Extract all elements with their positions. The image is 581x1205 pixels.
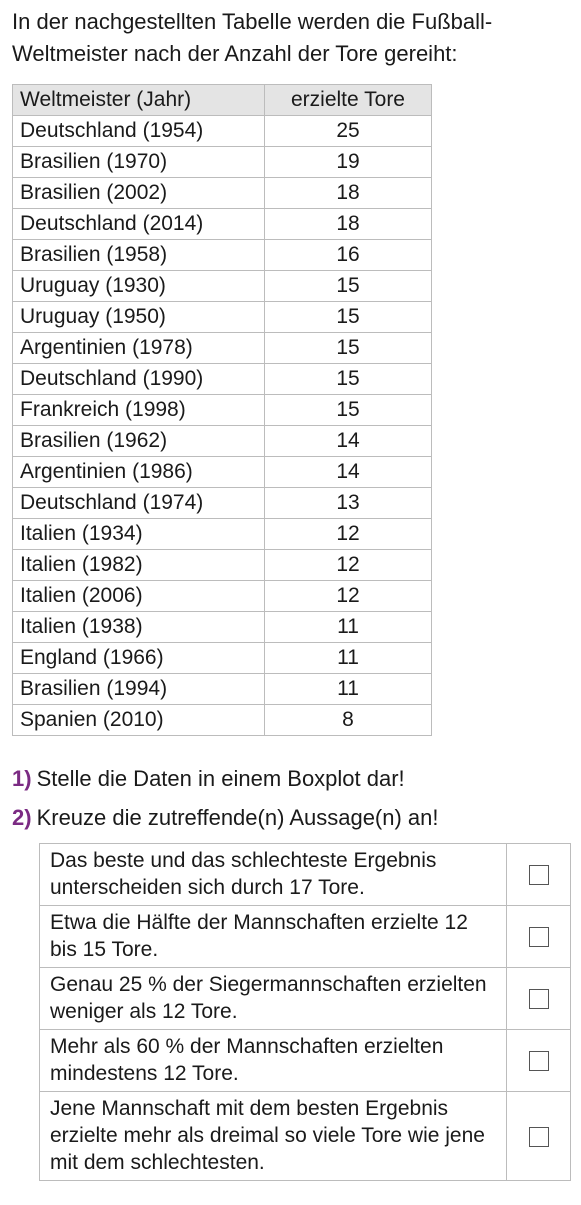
goals-cell: 18 — [264, 177, 432, 209]
team-cell: Argentinien (1978) — [12, 332, 265, 364]
statement-row: Etwa die Hälfte der Mannschaften erzielt… — [39, 905, 571, 968]
table-row: Spanien (2010) 8 — [12, 704, 432, 736]
goals-cell: 12 — [264, 518, 432, 550]
table-row: Deutschland (1954) 25 — [12, 115, 432, 147]
goals-cell: 18 — [264, 208, 432, 240]
goals-cell: 15 — [264, 301, 432, 333]
checkbox-cell — [506, 967, 571, 1030]
intro-text: In der nachgestellten Tabelle werden die… — [12, 9, 493, 66]
statement-text: Das beste und das schlechteste Ergebnis … — [39, 843, 507, 906]
table-row: Brasilien (1962) 14 — [12, 425, 432, 457]
checkbox-cell — [506, 1091, 571, 1181]
statement-text: Mehr als 60 % der Mannschaften erzielten… — [39, 1029, 507, 1092]
statement-text: Jene Mannschaft mit dem besten Ergebnis … — [39, 1091, 507, 1181]
goals-cell: 25 — [264, 115, 432, 147]
team-cell: Uruguay (1930) — [12, 270, 265, 302]
table-row: Italien (1934) 12 — [12, 518, 432, 550]
statement-row: Jene Mannschaft mit dem besten Ergebnis … — [39, 1091, 571, 1181]
task-text: Stelle die Daten in einem Boxplot dar! — [36, 766, 405, 791]
table-row: Uruguay (1930) 15 — [12, 270, 432, 302]
statement-row: Genau 25 % der Siegermannschaften erziel… — [39, 967, 571, 1030]
team-cell: Brasilien (1994) — [12, 673, 265, 705]
team-cell: Uruguay (1950) — [12, 301, 265, 333]
statement-checkbox[interactable] — [528, 1126, 549, 1147]
goals-cell: 13 — [264, 487, 432, 519]
goals-cell: 12 — [264, 580, 432, 612]
team-cell: Italien (1982) — [12, 549, 265, 581]
table-header-row: Weltmeister (Jahr) erzielte Tore — [12, 84, 432, 116]
goals-cell: 11 — [264, 642, 432, 674]
table-row: Brasilien (1970) 19 — [12, 146, 432, 178]
team-cell: England (1966) — [12, 642, 265, 674]
goals-cell: 8 — [264, 704, 432, 736]
goals-cell: 11 — [264, 611, 432, 643]
statement-checkbox[interactable] — [528, 865, 549, 886]
task-1: 1) Stelle die Daten in einem Boxplot dar! — [12, 764, 405, 794]
table-row: Argentinien (1986) 14 — [12, 456, 432, 488]
statement-checkbox[interactable] — [528, 989, 549, 1010]
statement-row: Das beste und das schlechteste Ergebnis … — [39, 843, 571, 906]
statements-body: Das beste und das schlechteste Ergebnis … — [39, 843, 571, 1181]
goals-cell: 14 — [264, 456, 432, 488]
team-cell: Frankreich (1998) — [12, 394, 265, 426]
statement-text: Genau 25 % der Siegermannschaften erziel… — [39, 967, 507, 1030]
goals-cell: 11 — [264, 673, 432, 705]
task-number: 1) — [12, 766, 32, 791]
team-cell: Italien (1938) — [12, 611, 265, 643]
goals-cell: 16 — [264, 239, 432, 271]
team-cell: Brasilien (2002) — [12, 177, 265, 209]
checkbox-cell — [506, 843, 571, 906]
table-row: Brasilien (1958) 16 — [12, 239, 432, 271]
table-row: Deutschland (1990) 15 — [12, 363, 432, 395]
goals-cell: 14 — [264, 425, 432, 457]
table-row: Italien (1938) 11 — [12, 611, 432, 643]
table-row: Brasilien (2002) 18 — [12, 177, 432, 209]
table-row: Uruguay (1950) 15 — [12, 301, 432, 333]
task-text: Kreuze die zutreffende(n) Aussage(n) an! — [36, 805, 439, 830]
column-header-team: Weltmeister (Jahr) — [12, 84, 265, 116]
team-cell: Italien (1934) — [12, 518, 265, 550]
goals-cell: 15 — [264, 394, 432, 426]
column-header-goals: erzielte Tore — [264, 84, 432, 116]
statements-table: Das beste und das schlechteste Ergebnis … — [39, 843, 571, 1181]
goals-cell: 12 — [264, 549, 432, 581]
table-body: Deutschland (1954) 25 Brasilien (1970) 19 Br… — [12, 115, 432, 736]
statement-checkbox[interactable] — [528, 1051, 549, 1072]
table-row: Frankreich (1998) 15 — [12, 394, 432, 426]
goals-cell: 15 — [264, 363, 432, 395]
table-row: Italien (2006) 12 — [12, 580, 432, 612]
world-champions-table: Weltmeister (Jahr) erzielte Tore Deutsch… — [12, 84, 432, 736]
task-number: 2) — [12, 805, 32, 830]
table-row: Deutschland (2014) 18 — [12, 208, 432, 240]
table-row: Brasilien (1994) 11 — [12, 673, 432, 705]
table-row: Deutschland (1974) 13 — [12, 487, 432, 519]
statement-text: Etwa die Hälfte der Mannschaften erzielt… — [39, 905, 507, 968]
goals-cell: 15 — [264, 270, 432, 302]
team-cell: Argentinien (1986) — [12, 456, 265, 488]
team-cell: Deutschland (1974) — [12, 487, 265, 519]
team-cell: Deutschland (1954) — [12, 115, 265, 147]
team-cell: Italien (2006) — [12, 580, 265, 612]
goals-cell: 19 — [264, 146, 432, 178]
team-cell: Deutschland (1990) — [12, 363, 265, 395]
statement-checkbox[interactable] — [528, 927, 549, 948]
team-cell: Brasilien (1962) — [12, 425, 265, 457]
goals-cell: 15 — [264, 332, 432, 364]
table-row: Argentinien (1978) 15 — [12, 332, 432, 364]
team-cell: Spanien (2010) — [12, 704, 265, 736]
team-cell: Brasilien (1958) — [12, 239, 265, 271]
task-2: 2) Kreuze die zutreffende(n) Aussage(n) a… — [12, 803, 439, 833]
team-cell: Deutschland (2014) — [12, 208, 265, 240]
team-cell: Brasilien (1970) — [12, 146, 265, 178]
table-row: England (1966) 11 — [12, 642, 432, 674]
statement-row: Mehr als 60 % der Mannschaften erzielten… — [39, 1029, 571, 1092]
checkbox-cell — [506, 905, 571, 968]
table-row: Italien (1982) 12 — [12, 549, 432, 581]
checkbox-cell — [506, 1029, 571, 1092]
